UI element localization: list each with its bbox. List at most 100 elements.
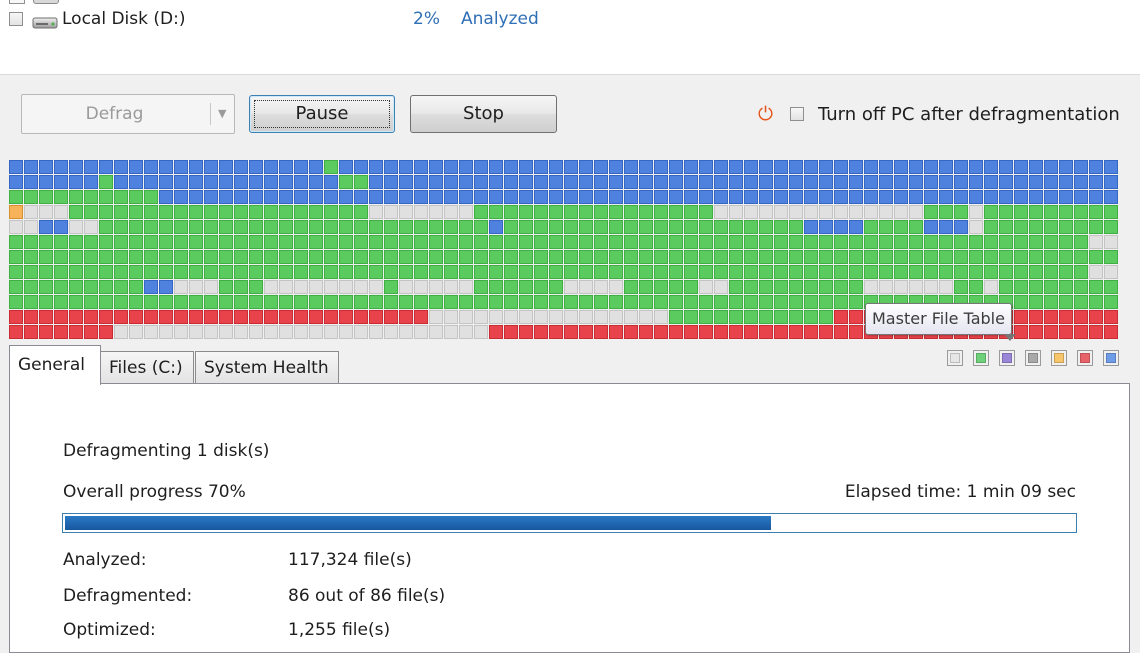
cluster-block-used bbox=[504, 295, 518, 309]
cluster-block-free bbox=[849, 205, 863, 219]
cluster-block-used bbox=[69, 235, 83, 249]
cluster-block-used bbox=[69, 205, 83, 219]
cluster-block-used bbox=[384, 280, 398, 294]
disk-list: Local Disk (D:) 2% Analyzed bbox=[0, 0, 1140, 75]
legend-swatch-used[interactable] bbox=[973, 350, 989, 366]
cluster-block-processed bbox=[174, 160, 188, 174]
legend-swatch-mft[interactable] bbox=[999, 350, 1015, 366]
cluster-block-used bbox=[1074, 205, 1088, 219]
cluster-block-processed bbox=[834, 160, 848, 174]
legend-swatch-locked[interactable] bbox=[1051, 350, 1067, 366]
legend-swatch-system[interactable] bbox=[1025, 350, 1041, 366]
cluster-block-fragmented bbox=[504, 325, 518, 339]
disk-select-checkbox[interactable] bbox=[9, 12, 23, 26]
tab-general[interactable]: General bbox=[9, 345, 101, 385]
previous-disk-checkbox[interactable] bbox=[9, 0, 25, 4]
cluster-block-processed bbox=[594, 160, 608, 174]
stop-button[interactable]: Stop bbox=[410, 95, 557, 133]
cluster-block-used bbox=[924, 235, 938, 249]
turn-off-pc-checkbox[interactable] bbox=[790, 107, 804, 121]
cluster-block-used bbox=[594, 265, 608, 279]
cluster-block-used bbox=[324, 265, 338, 279]
cluster-block-used bbox=[54, 235, 68, 249]
defrag-dropdown[interactable]: Defrag ▼ bbox=[21, 94, 235, 134]
cluster-block-used bbox=[1044, 265, 1058, 279]
cluster-block-fragmented bbox=[99, 325, 113, 339]
cluster-block-used bbox=[594, 205, 608, 219]
cluster-block-used bbox=[399, 235, 413, 249]
cluster-block-fragmented bbox=[1104, 325, 1118, 339]
cluster-block-fragmented bbox=[39, 310, 53, 324]
cluster-block-processed bbox=[1044, 175, 1058, 189]
cluster-block-fragmented bbox=[24, 325, 38, 339]
cluster-block-fragmented bbox=[264, 310, 278, 324]
cluster-block-processed bbox=[129, 175, 143, 189]
chevron-down-icon[interactable]: ▼ bbox=[218, 107, 227, 120]
cluster-block-processed bbox=[609, 175, 623, 189]
legend-swatch-processed[interactable] bbox=[1103, 350, 1119, 366]
pause-button[interactable]: Pause bbox=[249, 95, 395, 133]
cluster-block-used bbox=[699, 250, 713, 264]
cluster-block-used bbox=[84, 280, 98, 294]
cluster-block-used bbox=[234, 280, 248, 294]
turn-off-pc-label[interactable]: Turn off PC after defragmentation bbox=[818, 104, 1120, 125]
cluster-block-used bbox=[504, 205, 518, 219]
cluster-block-used bbox=[174, 235, 188, 249]
cluster-block-used bbox=[9, 190, 23, 204]
tab-system-health[interactable]: System Health bbox=[195, 351, 339, 383]
cluster-block-used bbox=[324, 235, 338, 249]
general-panel: Defragmenting 1 disk(s) Overall progress… bbox=[9, 383, 1130, 653]
cluster-block-used bbox=[699, 220, 713, 234]
cluster-block-fragmented bbox=[1029, 310, 1043, 324]
cluster-block-used bbox=[1044, 235, 1058, 249]
cluster-block-used bbox=[294, 265, 308, 279]
cluster-block-free bbox=[444, 310, 458, 324]
cluster-block-used bbox=[564, 295, 578, 309]
legend-swatch-free[interactable] bbox=[947, 350, 963, 366]
cluster-block-used bbox=[129, 220, 143, 234]
cluster-block-processed bbox=[54, 220, 68, 234]
cluster-block-processed bbox=[699, 160, 713, 174]
cluster-block-free bbox=[84, 220, 98, 234]
cluster-block-processed bbox=[189, 160, 203, 174]
cluster-block-used bbox=[654, 295, 668, 309]
cluster-block-used bbox=[744, 280, 758, 294]
cluster-block-processed bbox=[789, 190, 803, 204]
cluster-block-used bbox=[1044, 295, 1058, 309]
cluster-block-used bbox=[1104, 295, 1118, 309]
cluster-block-fragmented bbox=[324, 310, 338, 324]
cluster-block-used bbox=[159, 250, 173, 264]
cluster-block-processed bbox=[549, 160, 563, 174]
cluster-map[interactable] bbox=[9, 160, 1118, 339]
cluster-block-used bbox=[759, 280, 773, 294]
cluster-block-free bbox=[9, 220, 23, 234]
cluster-block-processed bbox=[369, 160, 383, 174]
tab-files[interactable]: Files (C:) bbox=[100, 351, 194, 383]
cluster-block-processed bbox=[339, 190, 353, 204]
cluster-block-free bbox=[1104, 265, 1118, 279]
cluster-block-used bbox=[609, 295, 623, 309]
cluster-block-free bbox=[24, 220, 38, 234]
cluster-block-used bbox=[459, 220, 473, 234]
cluster-block-processed bbox=[969, 175, 983, 189]
cluster-block-fragmented bbox=[69, 325, 83, 339]
legend-swatch-fragmented[interactable] bbox=[1077, 350, 1093, 366]
cluster-block-processed bbox=[564, 175, 578, 189]
cluster-block-used bbox=[669, 220, 683, 234]
cluster-block-used bbox=[189, 250, 203, 264]
cluster-block-used bbox=[684, 250, 698, 264]
cluster-block-processed bbox=[534, 160, 548, 174]
cluster-block-processed bbox=[189, 175, 203, 189]
cluster-block-used bbox=[264, 250, 278, 264]
cluster-block-fragmented bbox=[1014, 325, 1028, 339]
cluster-block-free bbox=[564, 310, 578, 324]
cluster-block-used bbox=[699, 265, 713, 279]
cluster-block-used bbox=[189, 205, 203, 219]
disk-row-d[interactable]: Local Disk (D:) 2% Analyzed bbox=[0, 6, 1140, 34]
cluster-block-used bbox=[489, 295, 503, 309]
cluster-block-processed bbox=[654, 175, 668, 189]
cluster-block-used bbox=[339, 220, 353, 234]
cluster-block-fragmented bbox=[414, 310, 428, 324]
cluster-block-processed bbox=[954, 220, 968, 234]
cluster-block-processed bbox=[429, 160, 443, 174]
